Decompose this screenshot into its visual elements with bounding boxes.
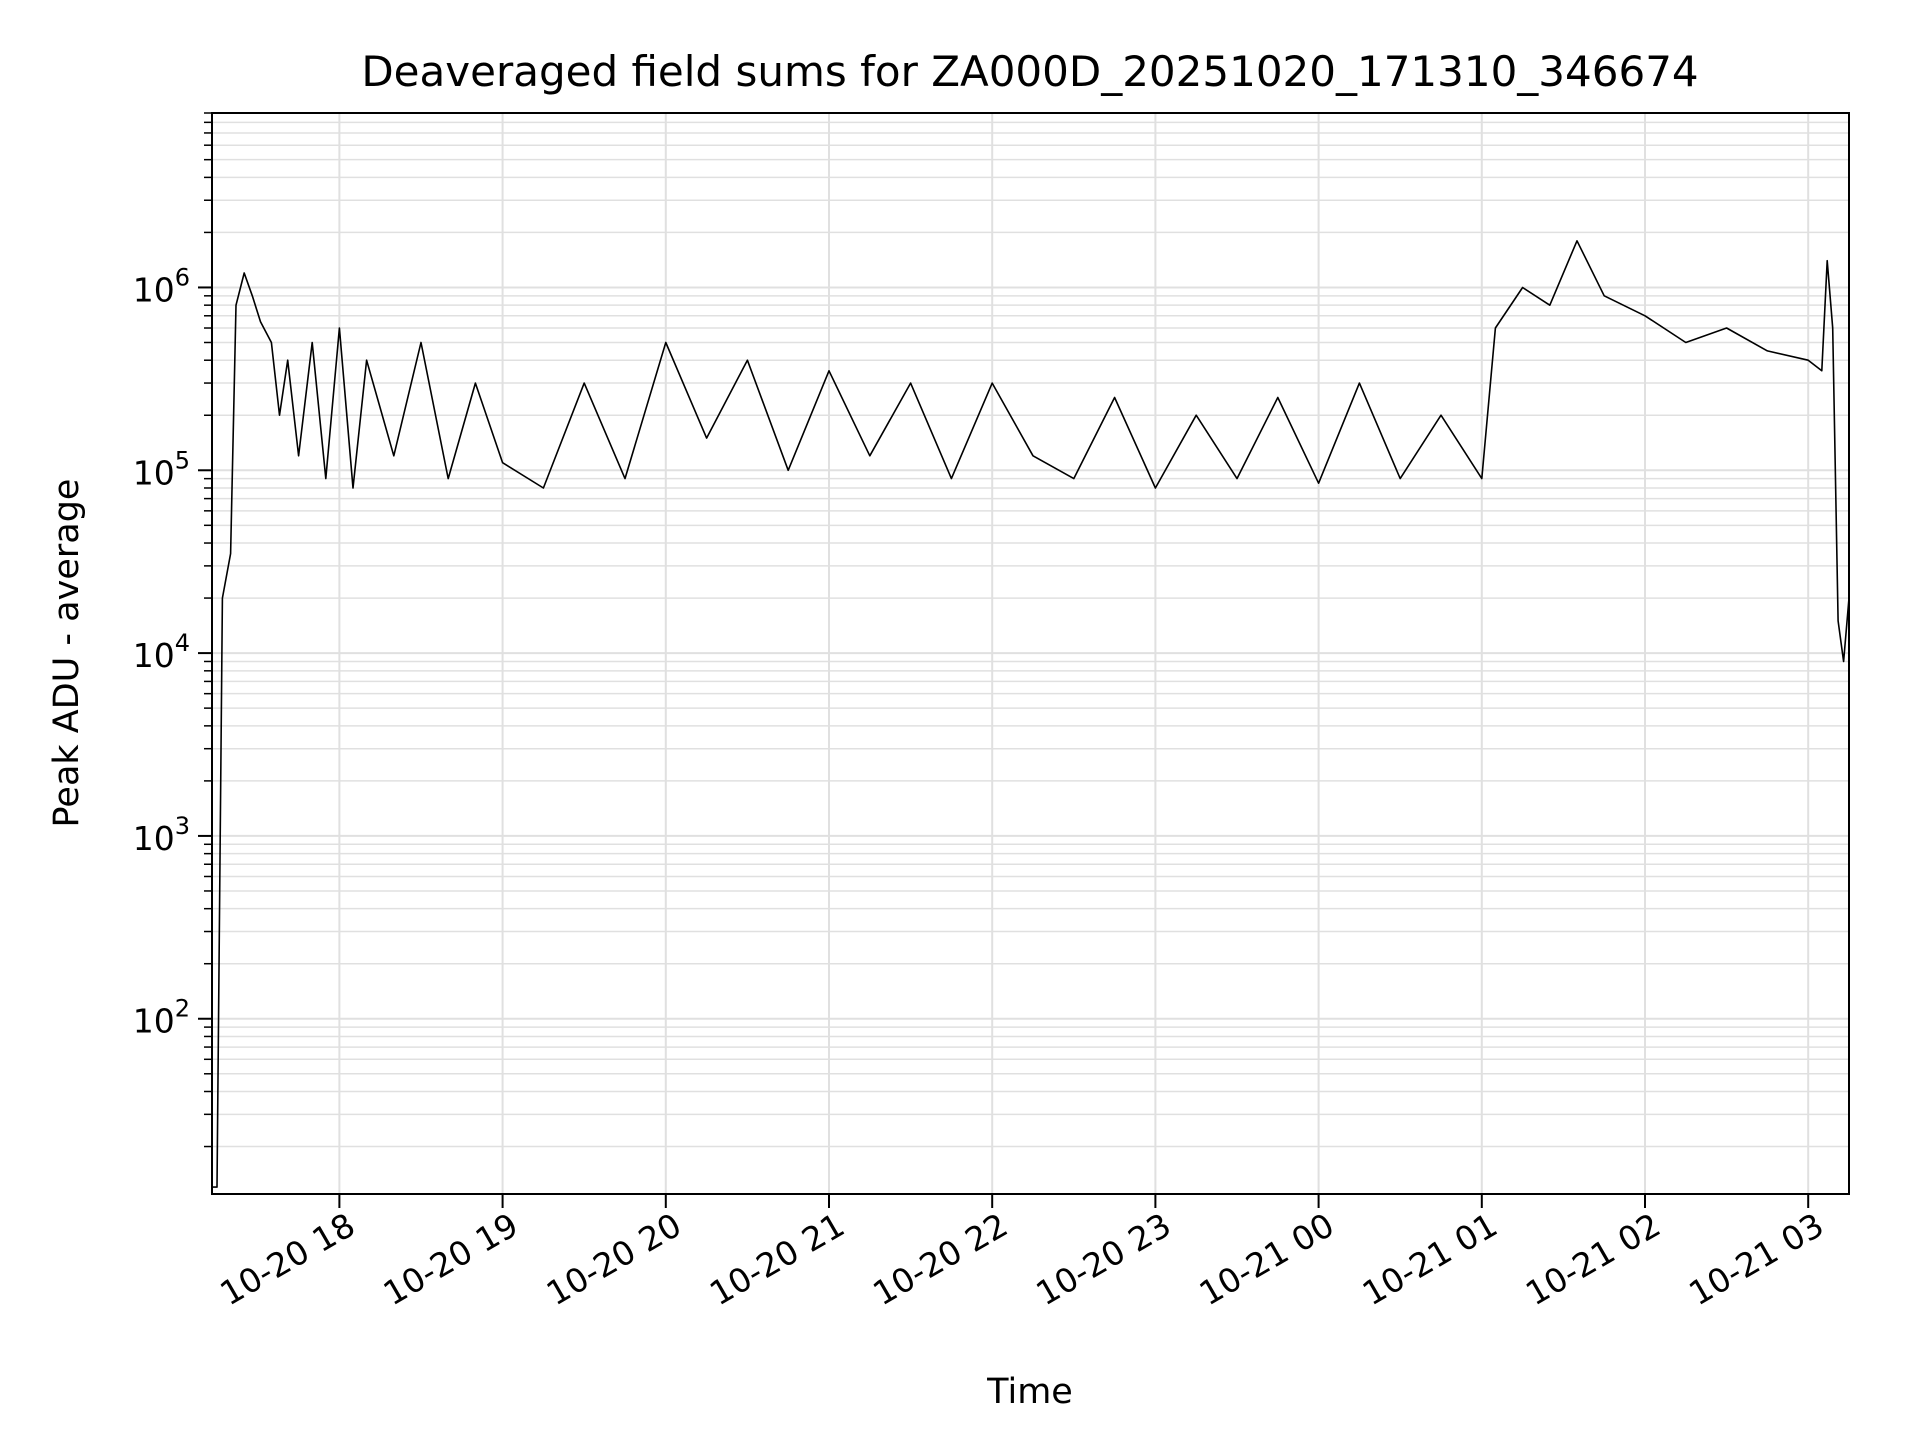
- y-tick-label: 105: [133, 446, 190, 492]
- series-line: [212, 240, 1850, 1188]
- y-axis: 102 103 104 105 106: [133, 263, 190, 1040]
- y-axis-label: Peak ADU - average: [47, 479, 87, 828]
- x-axis-label: Time: [986, 1372, 1073, 1412]
- grid: [198, 112, 1849, 1194]
- series-layer: [212, 240, 1850, 1188]
- chart-title: Deaveraged field sums for ZA000D_2025102…: [361, 47, 1698, 96]
- y-tick-label: 102: [133, 995, 190, 1041]
- y-tick-label: 104: [133, 629, 190, 675]
- plot-frame: [211, 112, 1850, 1195]
- y-tick-label: 103: [133, 812, 190, 858]
- y-tick-label: 106: [133, 263, 190, 309]
